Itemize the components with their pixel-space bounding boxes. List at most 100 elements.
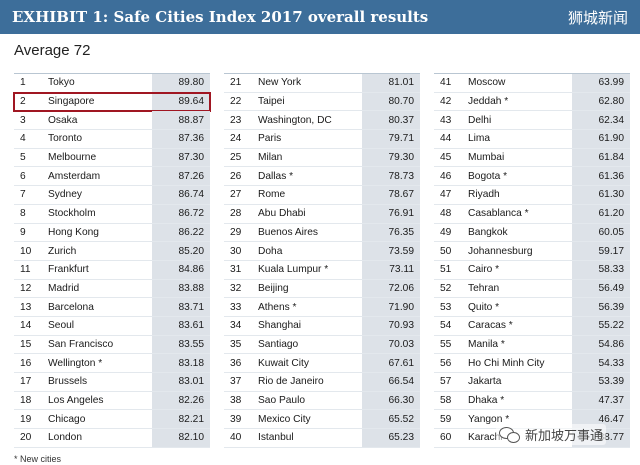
table-row: 38 Sao Paulo 66.30	[224, 391, 420, 411]
score-cell: 53.39	[572, 373, 630, 391]
rank-cell: 9	[20, 226, 26, 238]
rank-cell: 27	[230, 189, 242, 201]
rank-cell: 29	[230, 226, 242, 238]
table-row: 12 Madrid 83.88	[14, 279, 210, 299]
score-cell: 89.64	[152, 92, 210, 111]
table-row: 27 Rome 78.67	[224, 186, 420, 205]
rank-cell: 45	[440, 152, 452, 164]
city-cell: Mexico City	[258, 413, 311, 425]
score-cell: 80.70	[362, 92, 420, 111]
table-row: 33 Athens * 71.90	[224, 298, 420, 317]
city-cell: San Francisco	[48, 338, 114, 350]
table-row: 44 Lima 61.90	[434, 130, 630, 149]
rank-cell: 46	[440, 170, 452, 182]
score-cell: 79.30	[362, 148, 420, 167]
score-cell: 76.35	[362, 223, 420, 242]
city-cell: Melbourne	[48, 152, 97, 164]
table-row: 1 Tokyo 89.80	[14, 74, 210, 93]
score-cell: 65.23	[362, 429, 420, 447]
score-cell: 62.34	[572, 111, 630, 130]
score-cell: 72.06	[362, 279, 420, 298]
rank-cell: 28	[230, 208, 242, 220]
rank-cell: 43	[440, 114, 452, 126]
score-cell: 56.39	[572, 298, 630, 316]
city-cell: Bangkok	[468, 226, 508, 238]
city-cell: Dallas *	[258, 170, 294, 182]
city-cell: Manila *	[468, 338, 505, 350]
city-cell: Doha	[258, 245, 283, 257]
rank-cell: 7	[20, 189, 26, 201]
city-cell: Frankfurt	[48, 264, 89, 276]
footnote: * New cities	[14, 454, 62, 464]
city-cell: Hong Kong	[48, 226, 99, 238]
score-cell: 66.54	[362, 373, 420, 391]
city-cell: Tehran	[468, 282, 500, 294]
score-cell: 83.55	[152, 335, 210, 354]
city-cell: Madrid	[48, 282, 80, 294]
table-row: 50 Johannesburg 59.17	[434, 242, 630, 261]
table-row: 32 Beijing 72.06	[224, 279, 420, 299]
rank-cell: 60	[440, 432, 452, 444]
table-row: 21 New York 81.01	[224, 74, 420, 93]
rank-cell: 49	[440, 226, 452, 238]
header-watermark: 狮城新闻	[567, 8, 628, 27]
table-row: 20 London 82.10	[14, 429, 210, 448]
table-row: 41 Moscow 63.99	[434, 74, 630, 93]
table-row: 17 Brussels 83.01	[14, 373, 210, 392]
rank-cell: 24	[230, 133, 242, 145]
table-row: 35 Santiago 70.03	[224, 335, 420, 355]
score-cell: 86.74	[152, 186, 210, 204]
city-cell: Paris	[258, 133, 282, 145]
city-cell: Jakarta	[468, 376, 502, 388]
rank-cell: 6	[20, 170, 26, 182]
table-row: 49 Bangkok 60.05	[434, 223, 630, 243]
rank-cell: 33	[230, 301, 242, 313]
city-cell: Kuwait City	[258, 357, 309, 369]
score-cell: 58.33	[572, 260, 630, 279]
table-row: 45 Mumbai 61.84	[434, 148, 630, 168]
rank-cell: 34	[230, 320, 242, 332]
score-cell: 86.22	[152, 223, 210, 242]
table-row: 13 Barcelona 83.71	[14, 298, 210, 317]
city-cell: Santiago	[258, 338, 299, 350]
ranking-column-3: 41 Moscow 63.99 42 Jeddah * 62.80 43 Delhi 62.34…	[434, 73, 630, 448]
rank-cell: 39	[230, 413, 242, 425]
city-cell: Istanbul	[258, 432, 294, 444]
city-cell: Brussels	[48, 376, 88, 388]
rank-cell: 2	[20, 96, 26, 108]
score-cell: 88.87	[152, 111, 210, 130]
score-cell: 83.01	[152, 373, 210, 391]
score-cell: 70.93	[362, 316, 420, 335]
table-row: 34 Shanghai 70.93	[224, 316, 420, 336]
city-cell: Caracas *	[468, 320, 513, 332]
table-row: 31 Kuala Lumpur * 73.11	[224, 260, 420, 280]
table-row: 11 Frankfurt 84.86	[14, 260, 210, 280]
city-cell: New York	[258, 77, 302, 89]
table-row: 57 Jakarta 53.39	[434, 373, 630, 392]
city-cell: London	[48, 432, 82, 444]
table-row: 25 Milan 79.30	[224, 148, 420, 168]
city-cell: Zurich	[48, 245, 77, 257]
score-cell: 70.03	[362, 335, 420, 354]
table-row: 36 Kuwait City 67.61	[224, 354, 420, 373]
city-cell: Kuala Lumpur *	[258, 264, 329, 276]
table-row: 15 San Francisco 83.55	[14, 335, 210, 355]
rank-cell: 4	[20, 133, 26, 145]
table-row: 3 Osaka 88.87	[14, 111, 210, 131]
city-cell: Karachi	[468, 432, 503, 444]
rank-cell: 44	[440, 133, 452, 145]
score-cell: 56.49	[572, 279, 630, 298]
rank-cell: 41	[440, 77, 452, 89]
rank-cell: 5	[20, 152, 26, 164]
rank-cell: 22	[230, 96, 242, 108]
bottom-watermark-text: 新加坡万事通	[525, 429, 604, 444]
city-cell: Dhaka *	[468, 395, 505, 407]
table-row: 51 Cairo * 58.33	[434, 260, 630, 280]
score-cell: 82.26	[152, 391, 210, 410]
score-cell: 54.33	[572, 354, 630, 372]
score-cell: 83.71	[152, 298, 210, 316]
score-cell: 83.61	[152, 316, 210, 335]
score-cell: 46.47	[572, 410, 630, 429]
city-cell: Wellington *	[48, 357, 103, 369]
score-cell: 84.86	[152, 260, 210, 279]
